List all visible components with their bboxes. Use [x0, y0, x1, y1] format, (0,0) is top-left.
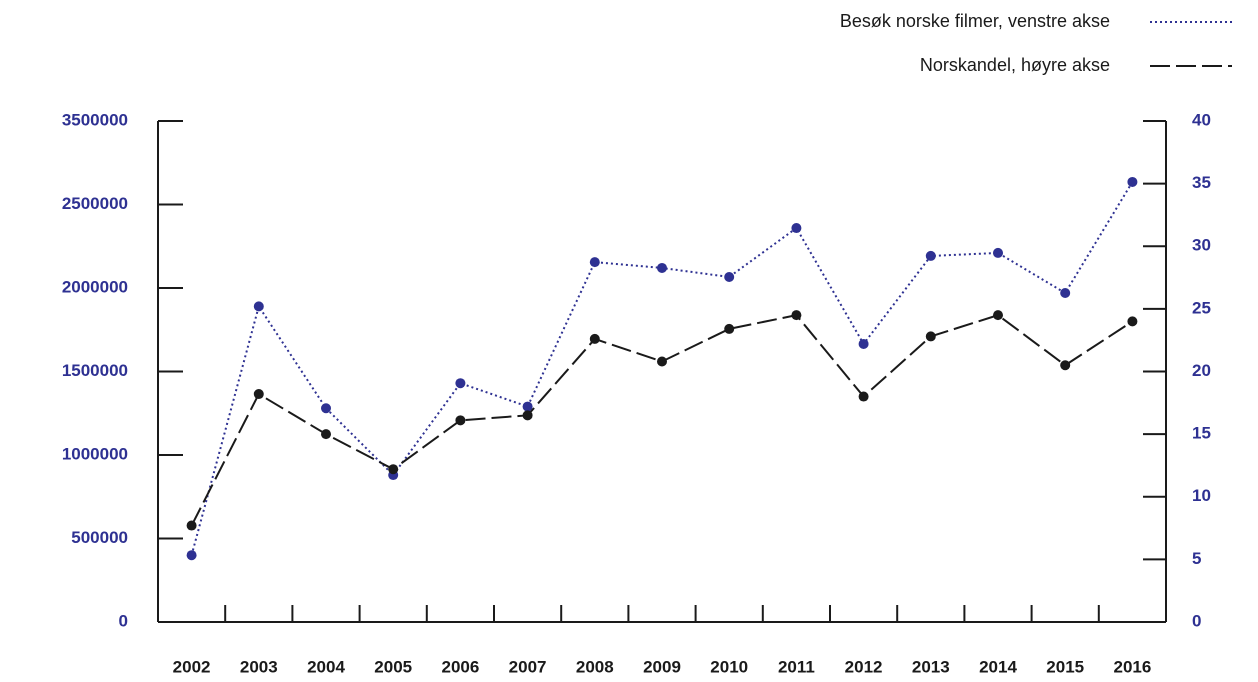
data-point: [724, 271, 735, 282]
data-point: [858, 391, 869, 402]
y2-tick-label: 30: [1192, 236, 1211, 255]
data-point: [321, 403, 331, 414]
legend-label: Norskandel, høyre akse: [920, 55, 1110, 75]
y-tick-label: 3500000: [62, 110, 128, 129]
y2-tick-label: 10: [1192, 486, 1211, 505]
data-point: [657, 356, 667, 367]
data-point: [1127, 176, 1138, 187]
y-tick-label: 0: [119, 611, 128, 630]
x-tick-label: 2015: [1046, 657, 1084, 676]
x-tick-label: 2002: [173, 657, 211, 676]
y2-tick-label: 25: [1192, 298, 1211, 317]
data-point: [1060, 288, 1071, 299]
x-tick-label: 2011: [778, 657, 815, 676]
data-point: [657, 262, 667, 273]
data-point: [791, 310, 802, 321]
data-point: [993, 247, 1003, 258]
x-tick-label: 2004: [307, 657, 345, 676]
data-point: [1127, 316, 1138, 327]
x-tick-label: 2014: [979, 657, 1017, 676]
data-point: [253, 389, 264, 400]
data-point: [321, 429, 331, 440]
y2-tick-label: 20: [1192, 361, 1211, 380]
data-point: [858, 338, 869, 349]
data-point: [589, 257, 600, 268]
y-tick-label: 1000000: [62, 444, 128, 463]
y-tick-label: 1500000: [62, 361, 128, 380]
data-point: [253, 301, 264, 312]
x-tick-label: 2007: [509, 657, 547, 676]
series-line: [190, 314, 1133, 527]
x-tick-label: 2012: [845, 657, 883, 676]
series-line: [190, 181, 1134, 556]
data-point: [993, 310, 1003, 321]
legend-label: Besøk norske filmer, venstre akse: [840, 11, 1110, 31]
data-point: [925, 250, 936, 261]
y-tick-label: 2000000: [62, 277, 128, 296]
y2-tick-label: 5: [1192, 549, 1201, 568]
x-tick-label: 2008: [576, 657, 614, 676]
x-tick-label: 2013: [912, 657, 950, 676]
y2-tick-label: 35: [1192, 173, 1211, 192]
y2-tick-label: 40: [1192, 110, 1211, 129]
data-point: [589, 333, 600, 344]
x-tick-label: 2016: [1113, 657, 1151, 676]
y2-tick-label: 15: [1192, 424, 1211, 443]
y-tick-label: 500000: [71, 528, 128, 547]
x-tick-label: 2009: [643, 657, 681, 676]
x-tick-label: 2003: [240, 657, 278, 676]
data-point: [455, 415, 466, 426]
data-point: [186, 550, 197, 561]
data-point: [388, 464, 399, 475]
x-tick-label: 2010: [710, 657, 748, 676]
y-tick-label: 2500000: [62, 194, 128, 213]
data-point: [1060, 360, 1071, 371]
data-point: [522, 401, 533, 412]
data-point: [455, 378, 466, 389]
data-point: [925, 331, 936, 342]
data-point: [522, 410, 533, 421]
data-point: [724, 323, 735, 334]
data-point: [186, 520, 197, 531]
x-tick-label: 2005: [374, 657, 412, 676]
data-point: [791, 223, 802, 234]
x-tick-label: 2006: [441, 657, 479, 676]
y2-tick-label: 0: [1192, 611, 1201, 630]
